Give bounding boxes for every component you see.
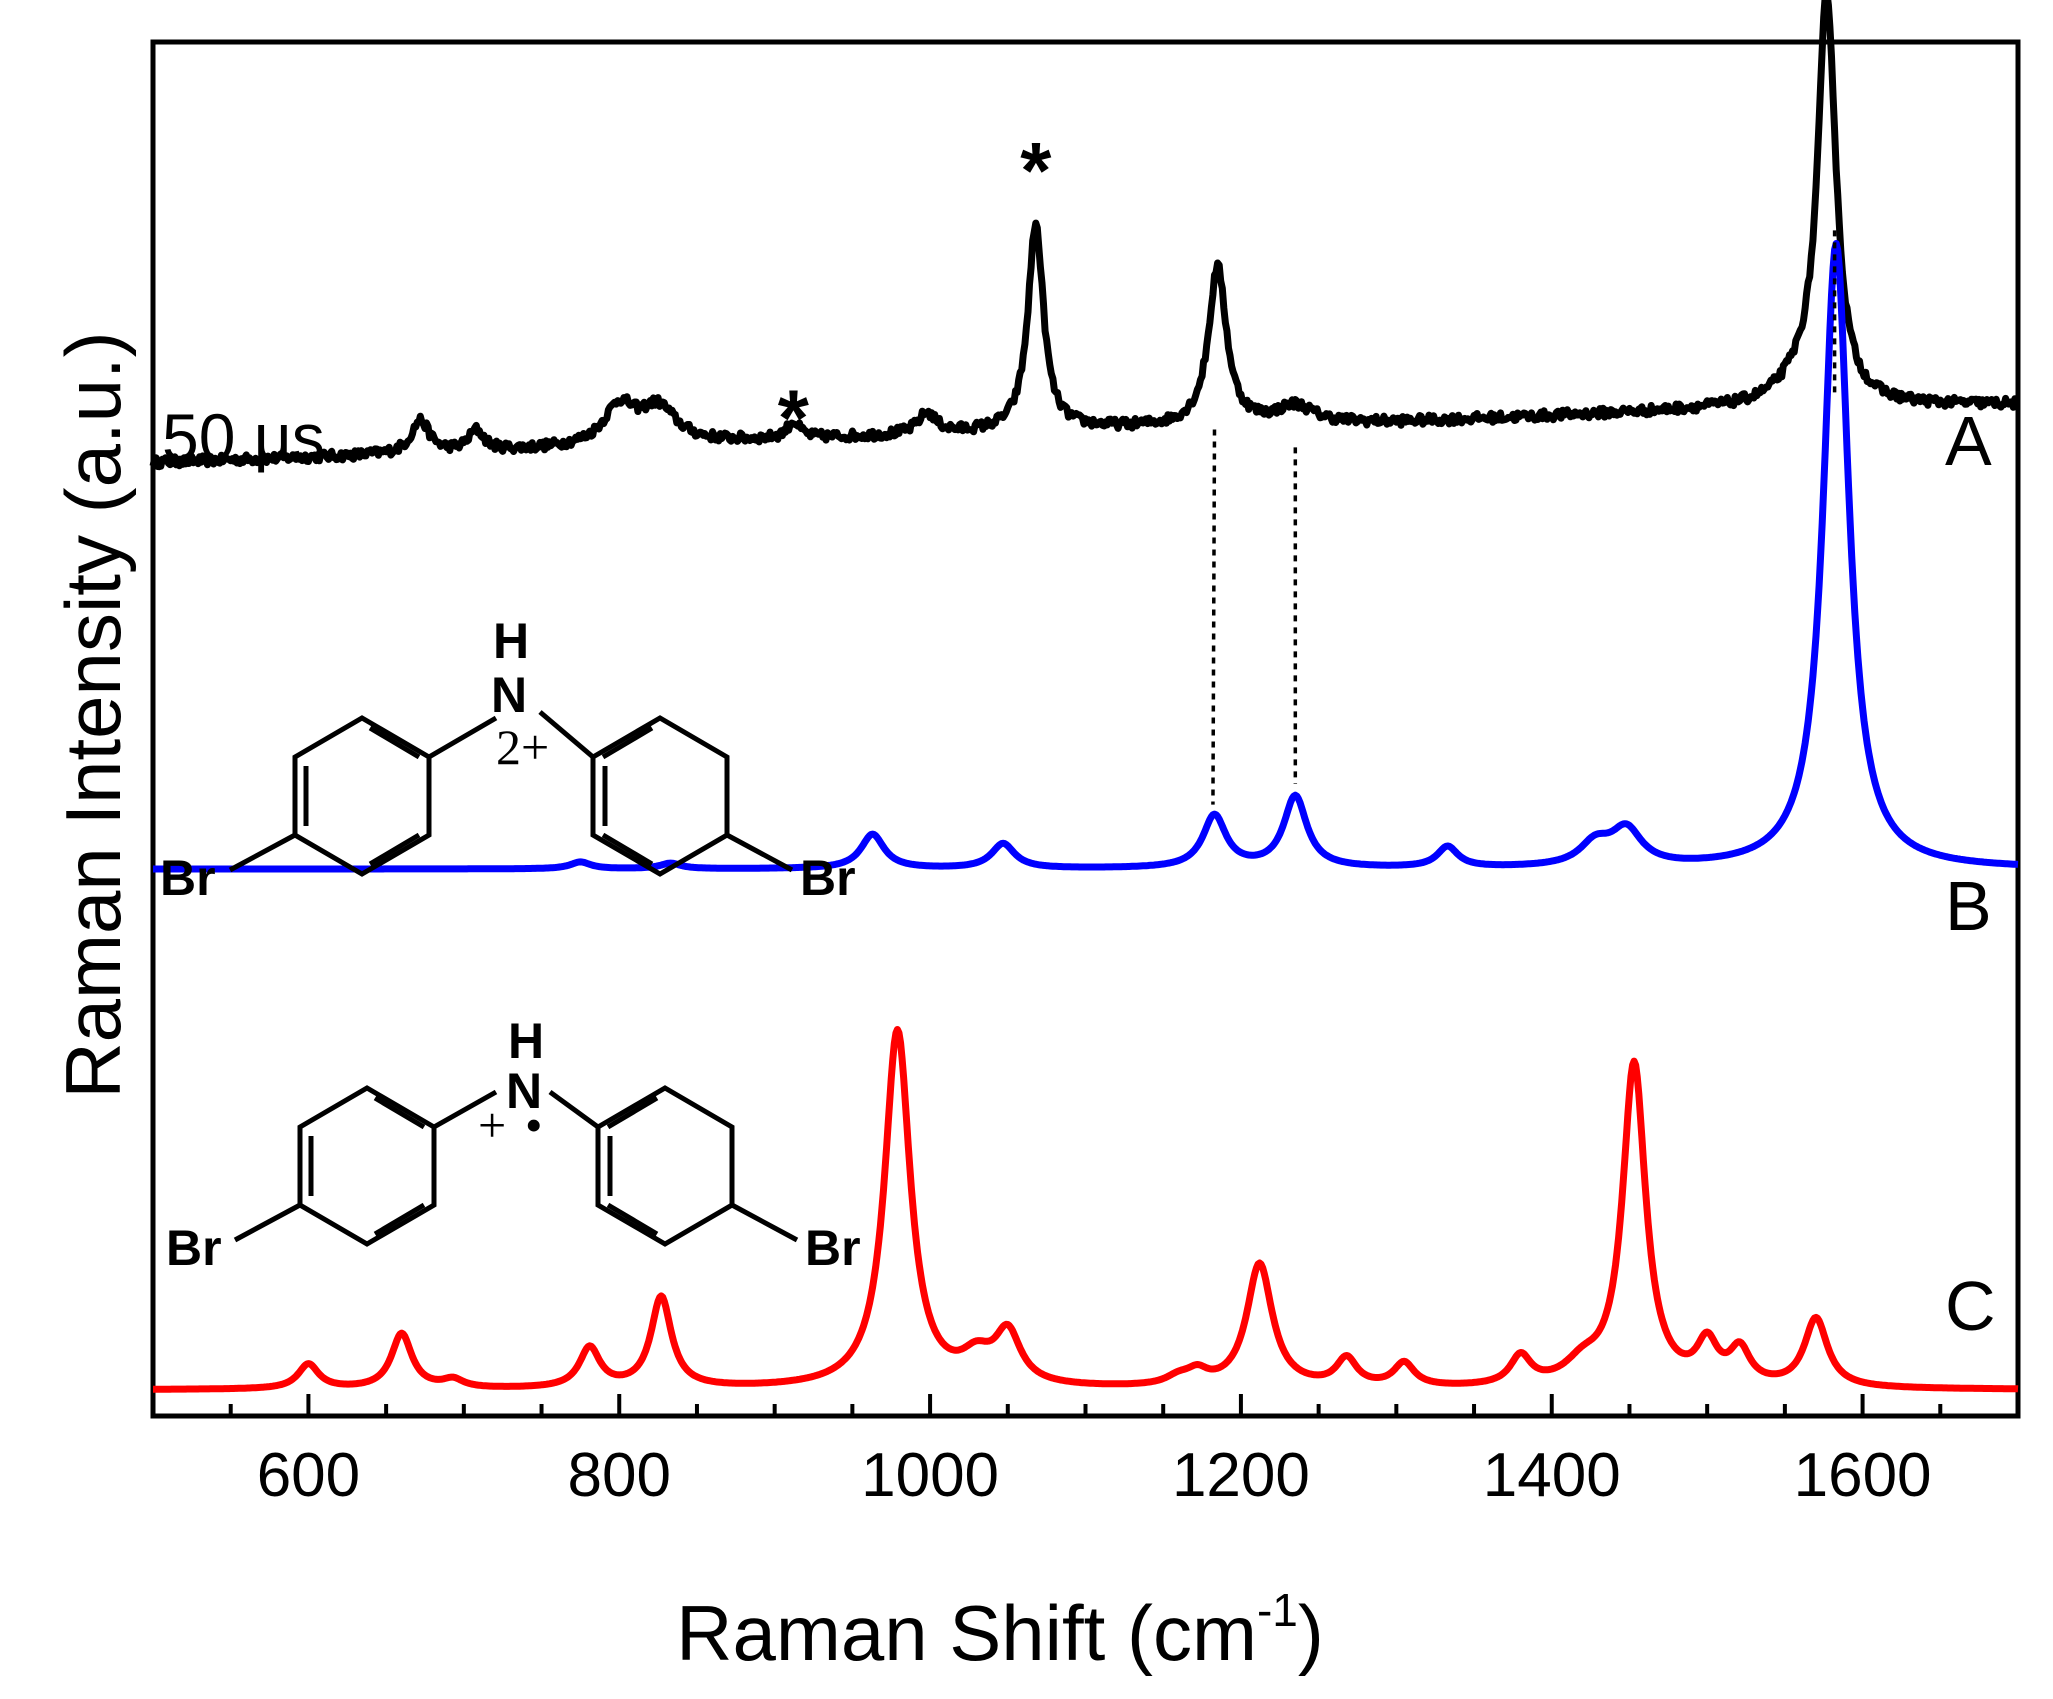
mol2-radical-dot: •	[525, 1097, 543, 1153]
series-label-b: B	[1945, 867, 1992, 945]
mol2-br-right-label: Br	[805, 1220, 861, 1276]
series-label-c: C	[1945, 1267, 1996, 1345]
x-tick-label-1400: 1400	[1483, 1441, 1621, 1510]
artifact-star-912: *	[778, 374, 810, 463]
x-axis-title: Raman Shift (cm-1)	[676, 1584, 1324, 1677]
radical-cation-structure	[233, 1085, 799, 1247]
dication-structure	[228, 710, 794, 877]
x-tick-label-1000: 1000	[861, 1441, 999, 1510]
mol1-h-label: H	[493, 613, 529, 669]
artifact-star-1068: *	[1020, 126, 1052, 215]
time-label: 50 μs	[162, 400, 325, 474]
x-tick-label-1600: 1600	[1794, 1441, 1932, 1510]
x-axis-title-main: Raman Shift (cm	[676, 1589, 1257, 1677]
mol2-h-label: H	[508, 1013, 544, 1069]
y-axis-title: Raman Intensity (a.u.)	[49, 331, 137, 1098]
mol1-br-left-label: Br	[160, 850, 216, 906]
x-tick-label-800: 800	[568, 1441, 671, 1510]
mol1-n-label: N	[491, 667, 527, 723]
x-axis-title-close: )	[1298, 1589, 1324, 1677]
x-tick-label-600: 600	[257, 1441, 360, 1510]
series-line-a	[149, 0, 2020, 471]
series-label-a: A	[1945, 402, 1992, 480]
dotted-guide-1183	[1211, 429, 1217, 805]
mol2-br-left-label: Br	[166, 1220, 222, 1276]
mol2-n-label: N	[506, 1063, 542, 1119]
series-line-b	[151, 240, 2020, 873]
x-axis-title-superscript: -1	[1257, 1584, 1298, 1636]
series-line-c	[151, 1026, 2020, 1393]
mol1-br-right-label: Br	[800, 850, 856, 906]
mol1-charge-label: 2+	[496, 719, 549, 775]
mol2-charge-label: +	[478, 1097, 506, 1153]
x-tick-label-1200: 1200	[1172, 1441, 1310, 1510]
plot-frame	[150, 39, 2021, 1419]
